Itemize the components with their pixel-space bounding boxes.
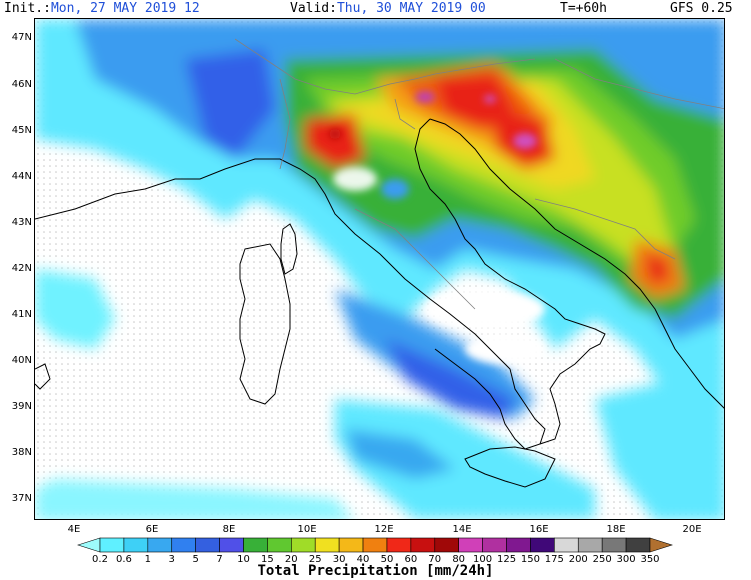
- colorbar-title: Total Precipitation [mm/24h]: [257, 563, 494, 579]
- lat-label: 45N: [11, 125, 32, 136]
- lon-label: 8E: [222, 524, 236, 535]
- valid-value: Thu, 30 MAY 2019 00: [336, 1, 486, 16]
- colorbar-swatch: [554, 537, 579, 553]
- colorbar-swatch: [99, 537, 125, 553]
- map-canvas: [35, 19, 724, 519]
- lon-label: 18E: [606, 524, 626, 535]
- sardinia-outline: [239, 243, 291, 405]
- colorbar-level-label: 100: [473, 554, 493, 565]
- colorbar-level-label: 5: [192, 554, 199, 565]
- borders: [234, 38, 724, 310]
- colorbar-level-label: 40: [356, 554, 370, 565]
- init-value: Mon, 27 MAY 2019 12: [50, 1, 200, 16]
- colorbar-swatch: [219, 537, 244, 553]
- colorbar-max-triangle: [649, 537, 673, 553]
- colorbar-level-label: 1: [144, 554, 151, 565]
- colorbar-swatch: [123, 537, 149, 553]
- colorbar-swatch: [147, 537, 173, 553]
- colorbar-swatch: [577, 537, 603, 553]
- lat-label: 43N: [11, 217, 32, 228]
- colorbar-level-label: 250: [592, 554, 612, 565]
- colorbar-level-label: 150: [520, 554, 540, 565]
- colorbar-swatch: [267, 537, 292, 553]
- lon-label: 10E: [297, 524, 317, 535]
- colorbar-level-label: 60: [404, 554, 418, 565]
- colorbar-level-label: 10: [237, 554, 250, 565]
- valid-label: Valid:: [290, 1, 337, 16]
- colorbar-level-label: 25: [308, 554, 322, 565]
- colorbar-swatch: [458, 537, 483, 553]
- colorbar-swatch: [625, 537, 651, 553]
- lat-label: 38N: [11, 447, 32, 458]
- colorbar-level-label: 70: [428, 554, 442, 565]
- colorbar-swatch: [362, 537, 388, 553]
- model-name: GFS 0.25: [670, 1, 733, 16]
- lon-label: 4E: [67, 524, 81, 535]
- colorbar-swatch: [386, 537, 412, 553]
- valid-time: Valid:Thu, 30 MAY 2019 00: [290, 0, 486, 18]
- colorbar-level-label: 80: [452, 554, 466, 565]
- colorbar-min-triangle: [77, 537, 101, 553]
- lat-label: 46N: [11, 79, 32, 90]
- lat-label: 47N: [11, 32, 32, 43]
- colorbar-level-label: 350: [640, 554, 660, 565]
- colorbar-swatch: [601, 537, 627, 553]
- lead-time: T=+60h: [560, 1, 607, 16]
- init-label: Init.:: [4, 1, 51, 16]
- lat-label: 40N: [11, 355, 32, 366]
- colorbar-level-label: 0.6: [115, 554, 132, 565]
- lat-label: 39N: [11, 401, 32, 412]
- header-bar: Init.:Mon, 27 MAY 2019 12 Valid:Thu, 30 …: [0, 0, 751, 18]
- corsica-outline: [280, 223, 298, 275]
- colorbar-level-label: 20: [284, 554, 298, 565]
- precip-cores: [329, 91, 545, 364]
- colorbar-swatch: [243, 537, 268, 553]
- colorbar-swatch: [506, 537, 531, 553]
- lon-label: 16E: [529, 524, 549, 535]
- lat-label: 42N: [11, 263, 32, 274]
- colorbar-level-label: 200: [568, 554, 588, 565]
- colorbar-swatch: [195, 537, 220, 553]
- colorbar-level-label: 3: [168, 554, 175, 565]
- colorbar-swatch: [434, 537, 459, 553]
- colorbar-level-label: 30: [332, 554, 346, 565]
- colorbar-level-label: 50: [380, 554, 394, 565]
- lat-label: 37N: [11, 493, 32, 504]
- colorbar-level-label: 7: [216, 554, 223, 565]
- colorbar-swatches: [77, 537, 673, 553]
- colorbar: [77, 537, 673, 553]
- lon-label: 6E: [145, 524, 159, 535]
- colorbar-level-label: 125: [496, 554, 517, 565]
- lon-label: 12E: [374, 524, 394, 535]
- sicily-outline: [464, 446, 556, 488]
- precipitation-map: [34, 18, 725, 520]
- lon-label: 14E: [452, 524, 472, 535]
- colorbar-swatch: [171, 537, 196, 553]
- colorbar-level-label: 300: [616, 554, 636, 565]
- colorbar-swatch: [482, 537, 507, 553]
- colorbar-level-label: 15: [261, 554, 274, 565]
- lon-label: 20E: [682, 524, 702, 535]
- colorbar-level-label: 175: [544, 554, 564, 565]
- lat-label: 41N: [11, 309, 32, 320]
- colorbar-swatch: [291, 537, 316, 553]
- colorbar-swatch: [530, 537, 555, 553]
- colorbar-labels: 0.2 0.6 1 3 5 7 10 15 20 25 30 40 50 60 70 80 100 125 150 1…: [78, 554, 672, 566]
- coastlines: [35, 118, 724, 488]
- colorbar-level-label: 0.2: [92, 554, 108, 565]
- colorbar-swatch: [410, 537, 436, 553]
- colorbar-swatch: [338, 537, 364, 553]
- init-time: Init.:Mon, 27 MAY 2019 12: [4, 0, 200, 18]
- colorbar-swatch: [314, 537, 340, 553]
- lat-label: 44N: [11, 171, 32, 182]
